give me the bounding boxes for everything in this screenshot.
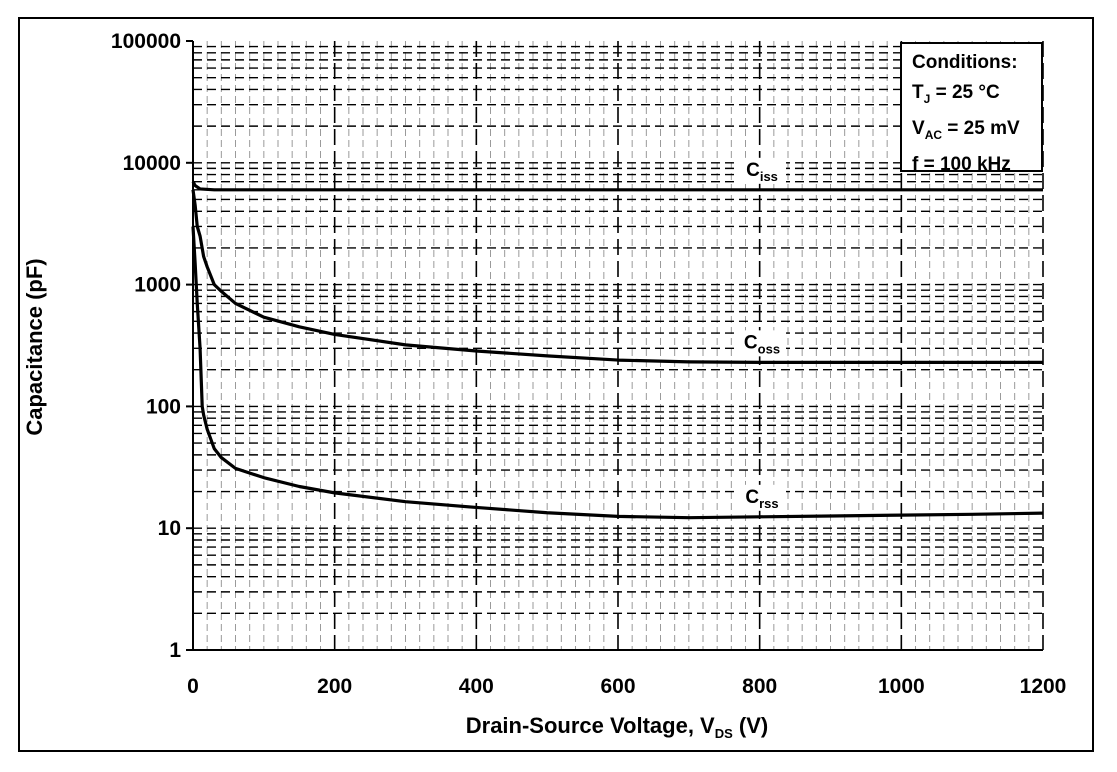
conditions-title: Conditions:	[912, 52, 1018, 73]
y-tick-label: 1000	[134, 274, 181, 297]
x-tick-label: 400	[459, 675, 494, 698]
series-label-iss: Ciss	[746, 160, 778, 184]
y-tick-label: 10	[158, 517, 181, 540]
series-label-bg	[738, 330, 786, 357]
series-label-oss: Coss	[744, 332, 780, 356]
y-tick-label: 100000	[111, 30, 181, 53]
series-label-bg	[738, 484, 786, 511]
series-line-iss	[191, 180, 1043, 192]
x-axis-label: Drain-Source Voltage, VDS (V)	[466, 713, 769, 741]
x-tick-label: 1200	[1020, 675, 1067, 698]
conditions-vac: VAC = 25 mV	[912, 117, 1020, 142]
series-labels: Ciss Coss Crss	[738, 157, 786, 511]
y-axis-label: Capacitance (pF)	[22, 258, 47, 435]
x-tick-label: 600	[600, 675, 635, 698]
conditions-box: Conditions: TJ = 25 °C VAC = 25 mV f = 1…	[900, 42, 1043, 175]
series-label-rss: Crss	[745, 487, 778, 511]
series-lines	[191, 180, 1044, 520]
chart-frame	[18, 17, 1094, 752]
y-tick-labels: 1 10 100 1000 10000 100000	[111, 30, 181, 662]
y-tick-label: 10000	[123, 152, 181, 175]
x-tick-label: 800	[742, 675, 777, 698]
conditions-tj: TJ = 25 °C	[912, 82, 1000, 106]
series-label-bg	[738, 157, 786, 184]
x-tick-label: 200	[317, 675, 352, 698]
x-tick-label: 1000	[878, 675, 925, 698]
y-tick-label: 1	[169, 639, 181, 662]
grid	[186, 40, 1044, 651]
y-tick-label: 100	[146, 395, 181, 418]
series-line-oss	[191, 189, 1043, 364]
x-tick-labels: 0 200 400 600 800 1000 1200	[187, 675, 1066, 698]
series-line-rss	[191, 226, 1044, 520]
conditions-freq: f = 100 kHz	[912, 153, 1011, 175]
x-tick-label: 0	[187, 675, 199, 698]
